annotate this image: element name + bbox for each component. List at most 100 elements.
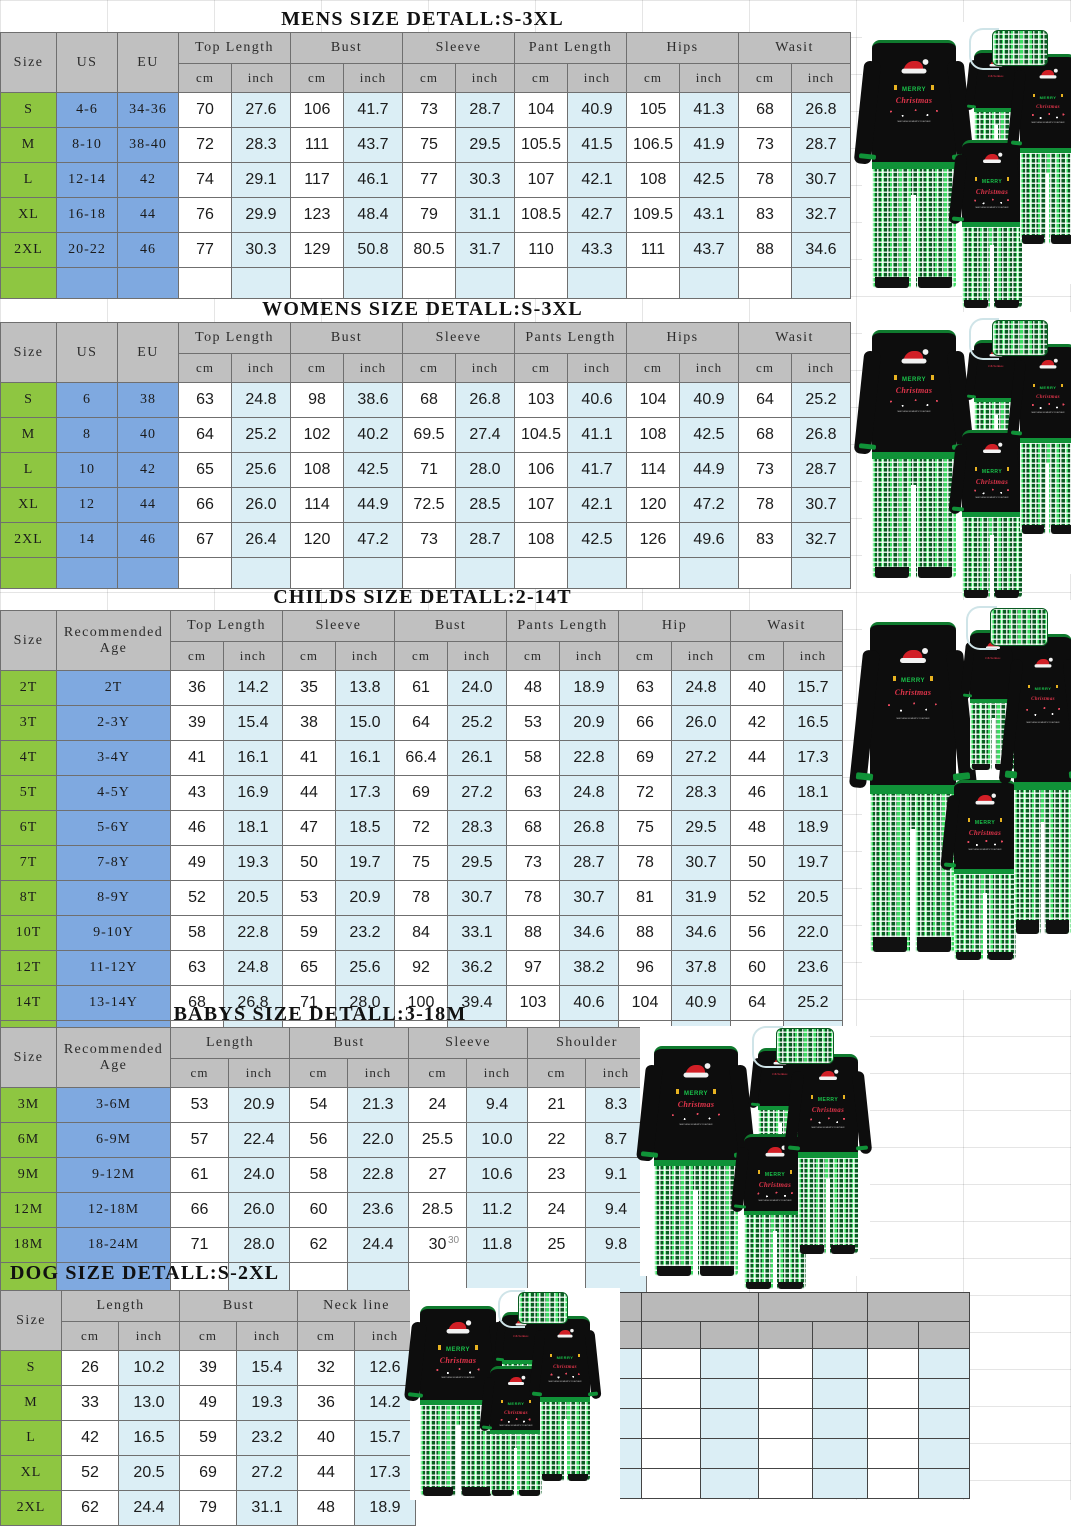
measure-cell: 19.3: [236, 1385, 298, 1421]
pajama-ankle-left: [746, 1282, 771, 1289]
unit-header-inch: inch: [783, 641, 843, 671]
table-header-row: Size US EU Top Length Bust Sleeve Pant Length H…: [0, 32, 851, 93]
santa-hat-icon: [1039, 68, 1058, 79]
size-cell: S: [0, 92, 57, 128]
product-photo-womens: MERRY Christmas MATCHING MOMENTS TOGETHE…: [853, 312, 1071, 598]
blank-cell: [700, 1468, 759, 1499]
pajama-group: MERRY Christmas MATCHING MOMENTS TOGETHE…: [848, 600, 1071, 990]
pajama-ankle-left: [492, 1490, 513, 1496]
measure-cell: 84: [394, 915, 448, 951]
pajama-figure: MERRY Christmas MATCHING MOMENTS TOGETHE…: [730, 1134, 820, 1289]
blank-cell: [867, 1321, 919, 1349]
pajama-hem: [974, 398, 1018, 402]
column-group-shoulder: Shoulder: [527, 1027, 647, 1059]
pajama-hem: [1020, 148, 1071, 153]
pajama-ankle-left: [1022, 235, 1044, 244]
measure-cell: 40.6: [567, 382, 627, 418]
pajama-leg-split: [990, 535, 994, 598]
pajama-figure: MERRY Christmas MATCHING MOMENTS TOGETHE…: [1006, 344, 1071, 534]
column-header-eu: EU: [117, 32, 179, 93]
column-group-wasit: Wasit: [738, 322, 851, 354]
unit-header-inch: inch: [679, 353, 739, 383]
measure-cell: 29.1: [231, 162, 291, 198]
measure-cell: 69: [179, 1455, 237, 1491]
merry-line: MERRY: [654, 1082, 738, 1100]
measure-cell: 106: [514, 452, 568, 488]
merry-text: MERRY: [684, 1091, 708, 1097]
pajama-hem: [870, 785, 956, 794]
pajama-ankle-left: [956, 952, 981, 960]
plaid-face-mask: [410, 1288, 620, 1500]
christmas-text: Christmas: [439, 1356, 477, 1365]
subline-text: MATCHING MOMENTS TOGETHER: [811, 1127, 845, 1129]
merry-line: MERRY: [744, 1163, 806, 1181]
measure-cell: 9.4: [585, 1192, 647, 1228]
christmas-text: Christmas: [1036, 395, 1060, 400]
merry-line: MERRY: [540, 1346, 590, 1364]
measure-cell: 17.3: [335, 775, 395, 811]
pajama-hem: [962, 512, 1022, 517]
gift-icon: [1032, 383, 1035, 387]
blank-grid-row: [600, 1468, 970, 1499]
gift-icon: [974, 467, 977, 472]
measure-cell: 27.6: [231, 92, 291, 128]
measure-cell: 43.7: [343, 127, 403, 163]
measure-cell: 41.3: [679, 92, 739, 128]
table-row: XL 52 20.5 69 27.2 44 17.3: [0, 1455, 416, 1491]
measure-cell-empty: [738, 557, 792, 589]
christmas-text: Christmas: [677, 1100, 715, 1109]
pajama-ankle-right: [519, 1490, 540, 1496]
plaid-face-mask: [862, 312, 1071, 574]
measure-cell: 40.9: [671, 985, 731, 1021]
stub-cell-empty: [117, 557, 179, 589]
measure-cell: 42.1: [567, 162, 627, 198]
measure-cell: 41.5: [567, 127, 627, 163]
stub-cell: 12-14: [56, 162, 118, 198]
pajama-ankle-right: [918, 567, 952, 578]
measure-cell: 79: [179, 1490, 237, 1526]
measure-cell-empty: [343, 557, 403, 589]
column-header-us: US: [56, 322, 118, 383]
measure-cell: 40.9: [679, 382, 739, 418]
stub-cell: 38: [117, 382, 179, 418]
measure-cell: 9.1: [585, 1157, 647, 1193]
pajama-ankle-left: [657, 1266, 691, 1276]
measure-cell: 8.3: [585, 1087, 647, 1123]
unit-header-cm: cm: [514, 353, 568, 383]
plaid-face-mask: [862, 600, 1071, 990]
pajama-leg-split: [1041, 822, 1044, 934]
blank-cell: [758, 1468, 813, 1499]
gift-icon: [549, 1353, 552, 1357]
unit-header-cm: cm: [290, 63, 344, 93]
childs-section: CHILDS SIZE DETALL:2-14T: [0, 586, 880, 609]
confetti-dots: [884, 106, 944, 120]
measure-cell: 41.9: [679, 127, 739, 163]
gift-icon: [578, 1353, 581, 1357]
column-group-pant-length: Pant Length: [514, 32, 627, 64]
measure-cell: 17.3: [783, 740, 843, 776]
measure-cell: 26.8: [559, 810, 619, 846]
table-row: 3M 3-6M 53 20.9 54 21.3 24 9.4 21 8.3: [0, 1087, 647, 1123]
unit-header-cm: cm: [402, 353, 456, 383]
measure-cell: 73: [402, 522, 456, 558]
blank-cell: [641, 1408, 701, 1439]
measure-cell: 42.5: [343, 452, 403, 488]
measure-cell: 40.2: [343, 417, 403, 453]
measure-cell: 15.4: [236, 1350, 298, 1386]
mask-body: [776, 1028, 834, 1064]
blank-cell: [641, 1321, 701, 1349]
table-header-row: Size Recommended Age Length Bust Sleeve Shoul…: [0, 1027, 647, 1088]
measure-cell: 25.6: [335, 950, 395, 986]
gift-icon: [438, 1344, 442, 1350]
measure-cell: 72: [394, 810, 448, 846]
measure-cell: 29.9: [231, 197, 291, 233]
confetti-dots: [807, 1115, 849, 1126]
measure-cell: 108: [626, 417, 680, 453]
measure-cell-empty: [567, 267, 627, 299]
pajama-pants: [1020, 153, 1071, 244]
measure-cell: 22.8: [347, 1157, 409, 1193]
blank-cell: [758, 1348, 813, 1379]
pajama-group: MERRY Christmas MATCHING MOMENTS TOGETHE…: [853, 312, 1071, 598]
measure-cell: 39.4: [447, 985, 507, 1021]
pajama-hem: [502, 1360, 540, 1364]
